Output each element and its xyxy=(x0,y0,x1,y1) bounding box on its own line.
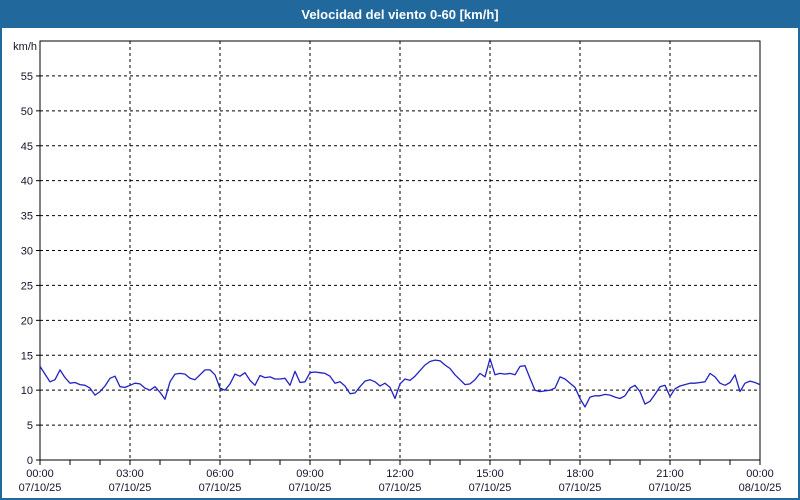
chart-title: Velocidad del viento 0-60 [km/h] xyxy=(301,7,498,22)
x-tick-time-label: 15:00 xyxy=(476,468,504,480)
x-tick-date-label: 07/10/25 xyxy=(109,482,152,494)
wind-speed-line xyxy=(39,358,761,408)
y-tick-label: 0 xyxy=(27,455,33,467)
x-tick-date-label: 07/10/25 xyxy=(199,482,242,494)
x-tick-date-label: 08/10/25 xyxy=(739,482,782,494)
x-tick-time-label: 09:00 xyxy=(296,468,324,480)
x-tick-date-label: 07/10/25 xyxy=(19,482,62,494)
y-tick-label: 55 xyxy=(21,71,33,83)
y-tick-label: 5 xyxy=(27,420,33,432)
x-tick-date-label: 07/10/25 xyxy=(289,482,332,494)
x-tick-time-label: 06:00 xyxy=(206,468,234,480)
x-tick-time-label: 00:00 xyxy=(26,468,54,480)
y-tick-label: 35 xyxy=(21,211,33,223)
x-tick-time-label: 12:00 xyxy=(386,468,414,480)
y-axis-unit-label: km/h xyxy=(13,41,37,53)
y-tick-label: 20 xyxy=(21,315,33,327)
x-tick-date-label: 07/10/25 xyxy=(469,482,512,494)
y-tick-label: 25 xyxy=(21,280,33,292)
y-tick-label: 30 xyxy=(21,246,33,258)
y-tick-label: 10 xyxy=(21,385,33,397)
x-tick-date-label: 07/10/25 xyxy=(559,482,602,494)
x-tick-time-label: 18:00 xyxy=(566,468,594,480)
x-tick-date-label: 07/10/25 xyxy=(379,482,422,494)
y-tick-label: 40 xyxy=(21,176,33,188)
plot-region: 0 5 10 15 20 25 30 35 40 45 50 55 km/h 00:00 07/10/25 0… xyxy=(13,40,782,494)
y-tick-label: 15 xyxy=(21,350,33,362)
y-tick-label: 50 xyxy=(21,106,33,118)
y-tick-label: 45 xyxy=(21,141,33,153)
title-bar xyxy=(0,0,800,28)
x-tick-time-label: 21:00 xyxy=(656,468,684,480)
x-tick-time-label: 00:00 xyxy=(746,468,774,480)
x-tick-time-label: 03:00 xyxy=(116,468,144,480)
x-tick-date-label: 07/10/25 xyxy=(649,482,692,494)
